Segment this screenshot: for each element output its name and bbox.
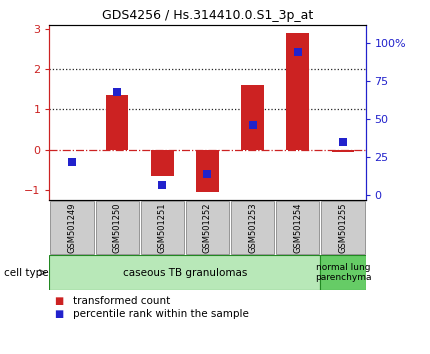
- Bar: [95, 201, 139, 254]
- Text: caseous TB granulomas: caseous TB granulomas: [123, 268, 247, 278]
- Text: GSM501252: GSM501252: [203, 203, 212, 253]
- Text: GSM501254: GSM501254: [293, 203, 302, 253]
- Text: ■: ■: [54, 309, 63, 319]
- Bar: [49, 255, 320, 290]
- Bar: [241, 85, 264, 150]
- Text: percentile rank within the sample: percentile rank within the sample: [73, 309, 249, 319]
- Text: GSM501249: GSM501249: [68, 203, 77, 253]
- Bar: [231, 201, 274, 254]
- Point: [249, 122, 256, 128]
- Bar: [151, 150, 174, 176]
- Text: GSM501250: GSM501250: [113, 203, 122, 253]
- Bar: [141, 201, 184, 254]
- Bar: [286, 33, 309, 150]
- Bar: [50, 201, 94, 254]
- Bar: [196, 150, 219, 192]
- Point: [294, 49, 301, 55]
- Text: GSM501255: GSM501255: [338, 203, 347, 253]
- Bar: [106, 95, 129, 150]
- Bar: [186, 201, 229, 254]
- Title: GDS4256 / Hs.314410.0.S1_3p_at: GDS4256 / Hs.314410.0.S1_3p_at: [102, 9, 313, 22]
- Text: transformed count: transformed count: [73, 296, 170, 306]
- Text: GSM501251: GSM501251: [158, 203, 167, 253]
- Point: [159, 182, 166, 188]
- Bar: [332, 150, 354, 152]
- Text: normal lung
parenchyma: normal lung parenchyma: [315, 263, 371, 282]
- Text: cell type: cell type: [4, 268, 49, 278]
- Point: [114, 89, 120, 95]
- Point: [69, 159, 76, 165]
- Text: GSM501253: GSM501253: [248, 203, 257, 253]
- Bar: [320, 255, 366, 290]
- Bar: [276, 201, 319, 254]
- Text: ■: ■: [54, 296, 63, 306]
- Point: [204, 171, 211, 177]
- Bar: [321, 201, 365, 254]
- Point: [339, 139, 346, 145]
